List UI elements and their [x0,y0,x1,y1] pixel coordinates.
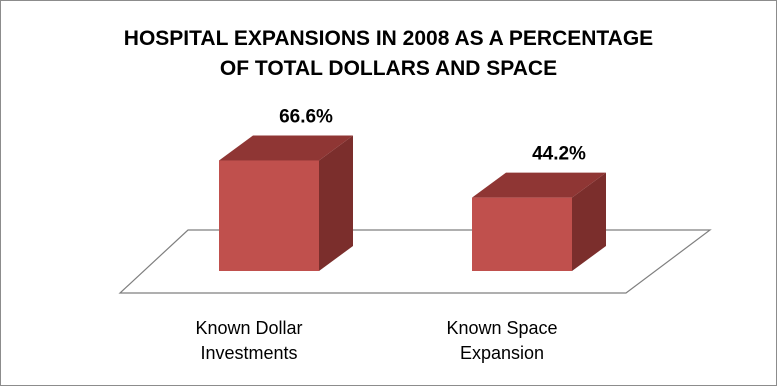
chart-title-line-2: OF TOTAL DOLLARS AND SPACE [219,57,558,80]
bar-1 [219,160,319,271]
bar-top-1 [219,135,353,161]
category-label-1-line-2: Investments [200,343,297,363]
chart-floor [118,229,712,294]
bar-top-2 [472,172,606,198]
bar-2 [472,197,572,271]
chart-title-line-1: HOSPITAL EXPANSIONS IN 2008 AS A PERCENT… [123,27,654,50]
category-label-2-line-2: Expansion [460,343,544,363]
chart-title: HOSPITAL EXPANSIONS IN 2008 AS A PERCENT… [0,24,777,84]
bar-side-1 [319,135,353,271]
category-label-1-line-1: Known Dollar [195,318,302,338]
bar-side-2 [572,172,606,271]
data-label-2: 44.2% [532,144,586,165]
category-label-2-line-1: Known Space [446,318,557,338]
data-label-1: 66.6% [279,106,333,127]
